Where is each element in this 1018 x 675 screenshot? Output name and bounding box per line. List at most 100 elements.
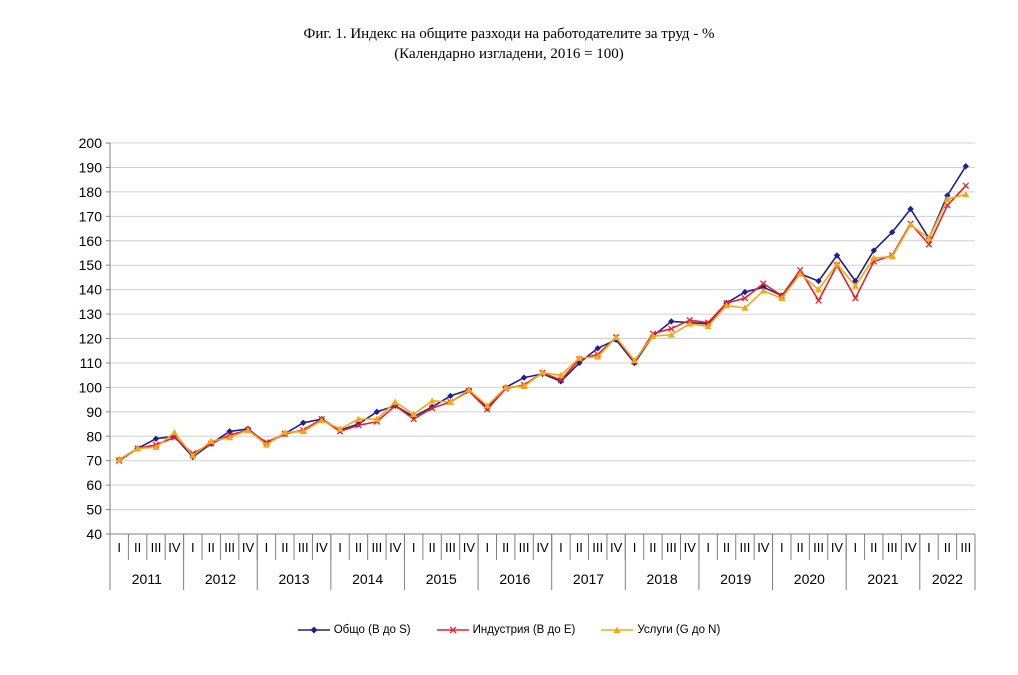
data-point-series-3 <box>925 234 933 242</box>
x-quarter-label: I <box>633 540 637 555</box>
x-quarter-label: II <box>870 540 877 555</box>
x-year-label: 2021 <box>867 571 898 587</box>
legend-item-services: Услуги (G до N) <box>601 624 720 636</box>
x-quarter-label: IV <box>610 540 623 555</box>
y-tick-label: 60 <box>86 477 102 493</box>
data-point-series-1 <box>300 419 307 427</box>
data-point-series-3 <box>446 398 454 405</box>
x-quarter-label: III <box>740 540 751 555</box>
y-tick-label: 80 <box>86 428 102 444</box>
data-point-series-1 <box>594 345 601 352</box>
legend-swatch-services <box>601 626 634 633</box>
data-point-series-3 <box>262 441 270 448</box>
x-quarter-label: III <box>445 540 456 555</box>
data-point-series-3 <box>704 322 712 330</box>
data-point-series-2 <box>962 182 970 190</box>
data-point-series-3 <box>373 415 381 422</box>
x-year-label: 2022 <box>932 571 963 587</box>
data-point-series-3 <box>170 429 178 436</box>
data-point-series-3 <box>888 253 896 260</box>
data-point-series-3 <box>318 416 326 424</box>
y-tick-label: 50 <box>86 502 102 518</box>
data-point-series-2 <box>668 325 675 332</box>
x-quarter-label: IV <box>316 540 329 555</box>
x-quarter-label: II <box>502 540 509 555</box>
data-point-series-3 <box>686 320 694 327</box>
line-chart: 40 50 60 70 80 90 100 110 120 130 140 150 160 170 180 1… <box>79 135 976 590</box>
data-point-series-1 <box>668 318 675 325</box>
data-point-series-1 <box>373 408 381 416</box>
x-quarter-label: I <box>559 540 563 555</box>
legend-item-total: Общо (B до S) <box>297 624 411 636</box>
data-point-series-2 <box>428 404 436 412</box>
x-quarter-label: II <box>649 540 656 555</box>
y-tick-label: 130 <box>79 306 103 322</box>
data-point-series-3 <box>115 455 123 463</box>
x-year-label: 2019 <box>720 571 751 587</box>
data-point-series-3 <box>391 398 399 405</box>
data-point-series-1 <box>870 247 877 254</box>
y-tick-label: 140 <box>79 282 103 298</box>
y-tick-label: 110 <box>80 355 103 371</box>
y-tick-label: 150 <box>79 257 103 273</box>
x-year-label: 2013 <box>278 571 309 587</box>
x-quarter-label: III <box>887 540 898 555</box>
x-quarter-label: III <box>371 540 382 555</box>
x-quarter-label: IV <box>684 540 697 555</box>
data-point-series-3 <box>907 221 915 228</box>
x-quarter-label: I <box>706 540 710 555</box>
x-quarter-label: II <box>576 540 583 555</box>
series-line-2 <box>118 185 967 462</box>
x-year-label: 2018 <box>647 571 678 587</box>
data-point-series-3 <box>575 354 583 361</box>
x-quarter-label: I <box>412 540 416 555</box>
series-line-3 <box>118 193 967 461</box>
x-quarter-label: III <box>224 540 235 555</box>
data-point-series-2 <box>925 241 933 248</box>
x-quarter-label: I <box>117 540 121 555</box>
data-point-series-1 <box>741 288 749 296</box>
x-quarter-label: IV <box>463 540 476 555</box>
legend-swatch-total <box>297 626 330 634</box>
y-tick-label: 40 <box>86 526 102 542</box>
y-tick-label: 90 <box>86 404 102 420</box>
y-tick-label: 100 <box>79 379 103 395</box>
data-point-series-3 <box>189 452 197 459</box>
data-point-series-2 <box>741 294 749 302</box>
x-quarter-label: III <box>960 540 971 555</box>
data-point-series-3 <box>667 331 675 338</box>
x-quarter-label: II <box>208 540 215 555</box>
x-quarter-label: IV <box>168 540 181 555</box>
x-year-label: 2011 <box>132 571 162 587</box>
chart-subtitle: (Календарно изгладени, 2016 = 100) <box>394 46 624 62</box>
data-point-series-2 <box>355 421 362 429</box>
data-point-series-3 <box>502 383 510 391</box>
data-point-series-2 <box>557 376 565 384</box>
x-quarter-label: II <box>281 540 288 555</box>
x-year-label: 2014 <box>352 571 383 587</box>
data-point-series-3 <box>833 260 841 267</box>
x-quarter-label: IV <box>536 540 549 555</box>
legend-label-industry: Индустрия (B до E) <box>472 624 576 636</box>
data-point-series-3 <box>244 426 252 433</box>
y-tick-label: 160 <box>79 233 103 249</box>
y-tick-label: 170 <box>79 208 103 224</box>
data-point-series-3 <box>483 402 491 409</box>
data-point-series-2 <box>410 415 417 423</box>
data-point-series-3 <box>226 433 234 441</box>
x-quarter-label: I <box>265 540 269 555</box>
series-line-1 <box>118 165 967 461</box>
data-point-series-1 <box>520 374 528 381</box>
data-point-series-3 <box>870 254 878 261</box>
x-quarter-label: III <box>592 540 603 555</box>
chart-title-line: Фиг. 1. Индекс на общите разходи на рабо… <box>303 26 715 42</box>
data-point-series-3 <box>134 444 142 452</box>
x-quarter-label: III <box>813 540 824 555</box>
x-quarter-label: IV <box>242 540 255 555</box>
data-point-series-3 <box>723 302 731 309</box>
data-point-series-3 <box>612 333 620 341</box>
data-point-series-3 <box>152 443 160 451</box>
data-point-series-3 <box>851 282 859 289</box>
data-point-series-1 <box>447 392 454 400</box>
x-quarter-label: IV <box>904 540 917 555</box>
